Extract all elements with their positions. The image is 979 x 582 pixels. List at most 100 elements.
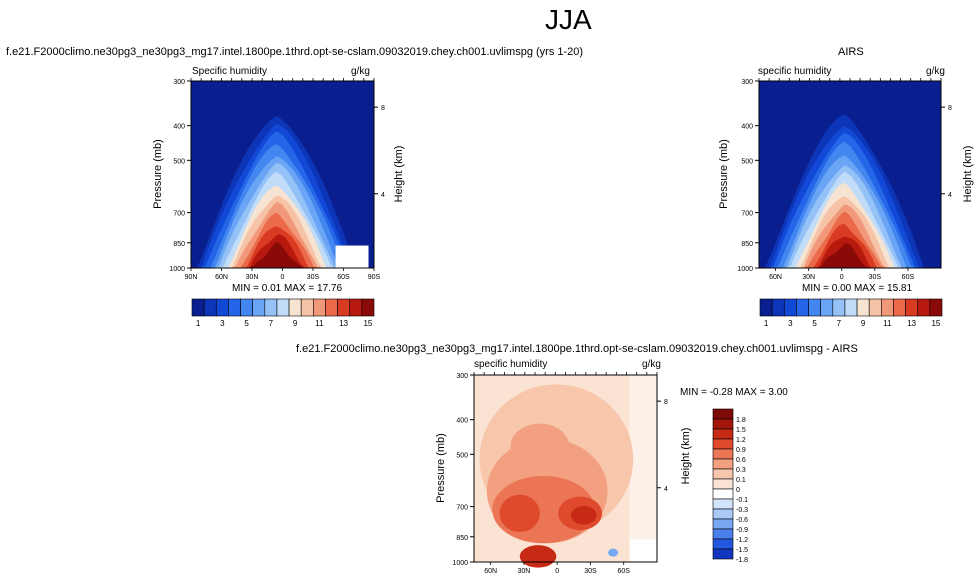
plot2-colorbar-swatch — [771, 298, 785, 317]
plot1-colorbar-swatch — [349, 298, 363, 317]
plot3-colorbar-swatch — [712, 438, 734, 450]
plot1-colorbar-swatch — [325, 298, 338, 317]
plot1-colorbar-swatch — [240, 298, 253, 317]
plot2-stats: MIN = 0.00 MAX = 15.81 — [802, 283, 913, 294]
plot3-colorbar-label: 0.6 — [736, 457, 746, 464]
plot3-y2label: Height (km) — [680, 427, 692, 485]
plot3-xtick-label: 30N — [517, 568, 530, 575]
plot3-contour-band — [519, 545, 557, 568]
plot1-colorbar-swatch — [276, 298, 290, 317]
plot1-ytick-label: 850 — [173, 241, 185, 248]
plot3-colorbar-label: 0.9 — [736, 447, 746, 454]
plot3-colorbar-swatch — [712, 538, 734, 550]
plot2-colorbar-label: 7 — [837, 319, 842, 328]
plot3-colorbar-swatch — [712, 488, 734, 500]
plot3-colorbar-label: 0 — [736, 487, 740, 494]
plot1-xtick-label: 0 — [281, 274, 285, 281]
plot2-ytick-label: 850 — [741, 241, 753, 248]
plot2-xtick-label: 0 — [840, 274, 844, 281]
plot3-colorbar-swatch — [712, 508, 734, 520]
plot2-colorbar-swatch — [808, 298, 821, 317]
plot2-ylabel: Pressure (mb) — [718, 139, 730, 209]
plot3-colorbar-swatch — [712, 498, 734, 510]
plot1-ytick-label: 400 — [173, 124, 185, 131]
plot1-y2tick-label: 8 — [381, 105, 385, 112]
plot1-contour-band — [247, 241, 307, 268]
bottom-title: f.e21.F2000climo.ne30pg3_ne30pg3_mg17.in… — [296, 343, 858, 355]
plot1-colorbar-label: 13 — [339, 319, 348, 328]
plot2-units: g/kg — [926, 66, 945, 77]
plot2-colorbar-swatch — [881, 298, 894, 317]
top-right-title: AIRS — [838, 46, 864, 58]
plot2-colorbar-swatch — [844, 298, 858, 317]
plot2-contour-band — [815, 243, 874, 268]
plot2-ytick-label: 700 — [741, 211, 753, 218]
plot1-colorbar-swatch — [361, 298, 375, 317]
plot3-xtick-label: 60N — [484, 568, 497, 575]
plot1-colorbar-label: 9 — [293, 319, 298, 328]
plot1-colorbar-swatch — [313, 298, 326, 317]
plot3-colorbar-label: -1.2 — [736, 537, 748, 544]
plot1-colorbar-swatch — [203, 298, 217, 317]
plot3-colorbar-swatch — [712, 408, 734, 420]
plot1-xtick-label: 60N — [215, 274, 228, 281]
plot3-y2tick-label: 8 — [664, 399, 668, 406]
plot1-ytick-label: 300 — [173, 79, 185, 86]
plot3-colorbar-label: 1.8 — [736, 417, 746, 424]
plot1-colorbar-swatch — [191, 298, 205, 317]
plot2-xtick-label: 30N — [802, 274, 815, 281]
plot1-colorbar-swatch — [300, 298, 314, 317]
plot2-colorbar-swatch — [917, 298, 931, 317]
plot3-stats: MIN = -0.28 MAX = 3.00 — [680, 387, 788, 398]
plot1-xtick-label: 90S — [368, 274, 381, 281]
plot2-ytick-label: 1000 — [737, 266, 753, 273]
plot3-colorbar-label: 0.3 — [736, 467, 746, 474]
plot3-units: g/kg — [642, 359, 661, 370]
plot2-xtick-label: 30S — [869, 274, 882, 281]
plot2-title: specific humidity — [758, 66, 832, 77]
plot3-contour-band — [510, 423, 570, 469]
plot1-colorbar-label: 15 — [363, 319, 372, 328]
plot3-colorbar-label: -1.8 — [736, 557, 748, 564]
plot3-ytick-label: 300 — [456, 373, 468, 380]
plot1-y2tick-label: 4 — [381, 192, 385, 199]
plot1-colorbar-swatch — [215, 298, 229, 317]
plot2-colorbar-label: 13 — [907, 319, 916, 328]
plot1-ytick-label: 1000 — [169, 266, 185, 273]
plot2-colorbar-label: 15 — [931, 319, 940, 328]
plot2-colorbar-swatch — [856, 298, 870, 317]
plot3-pale-region — [629, 375, 657, 562]
plot3-colorbar-swatch — [712, 468, 734, 480]
plot1-colorbar-swatch — [337, 298, 351, 317]
plot2-y2tick-label: 8 — [948, 105, 952, 112]
plot1-colorbar-label: 11 — [315, 319, 324, 328]
plot2-colorbar-label: 3 — [788, 319, 793, 328]
plot3-colorbar-swatch — [712, 478, 734, 490]
plot1-colorbar-label: 3 — [220, 319, 225, 328]
plot3-ytick-label: 400 — [456, 418, 468, 425]
plot1-ytick-label: 500 — [173, 158, 185, 165]
plot3-colorbar-swatch — [712, 528, 734, 540]
plot2-colorbar-label: 11 — [883, 319, 892, 328]
plot2-y2label: Height (km) — [962, 145, 974, 203]
plot3-colorbar-swatch — [712, 418, 734, 430]
plot1-xtick-label: 60S — [337, 274, 350, 281]
plot1-xtick-label: 90N — [185, 274, 198, 281]
plot2-colorbar-swatch — [820, 298, 834, 317]
plot2-xtick-label: 60N — [769, 274, 782, 281]
plot1-colorbar-swatch — [228, 298, 241, 317]
plot2-colorbar-swatch — [905, 298, 919, 317]
plot3-colorbar-swatch — [712, 518, 734, 530]
plot1-colorbar-swatch — [264, 298, 278, 317]
plot1-xtick-label: 30N — [246, 274, 259, 281]
plot2-ytick-label: 300 — [741, 79, 753, 86]
plot3-colorbar-swatch — [712, 548, 734, 560]
plot3-contour-band — [499, 494, 540, 533]
plot2-colorbar-swatch — [832, 298, 846, 317]
plot1-colorbar-swatch — [252, 298, 266, 317]
plot2-xtick-label: 60S — [902, 274, 915, 281]
plot3-xtick-label: 0 — [555, 568, 559, 575]
main-title: JJA — [545, 4, 592, 35]
plot3-colorbar-swatch — [712, 458, 734, 470]
